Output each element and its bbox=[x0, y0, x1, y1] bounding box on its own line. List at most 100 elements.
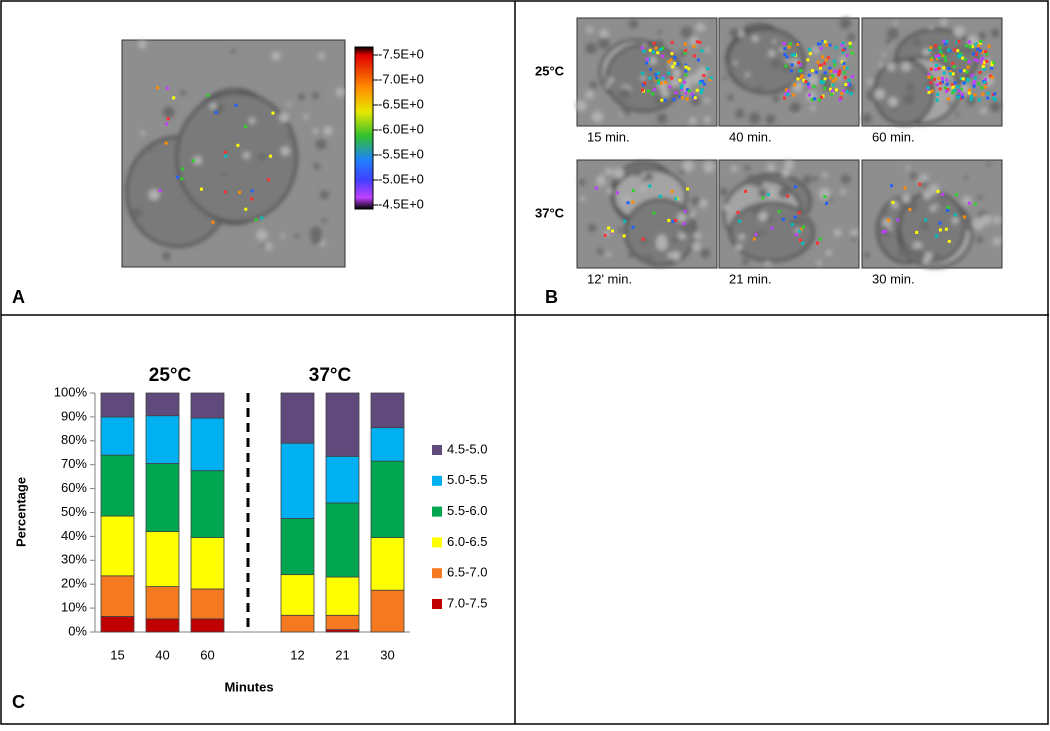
bar-segment bbox=[145, 586, 180, 620]
speck bbox=[992, 236, 1002, 246]
speck bbox=[140, 130, 146, 136]
marker-dot bbox=[828, 43, 832, 47]
speck bbox=[753, 177, 764, 188]
marker-dot bbox=[793, 215, 797, 219]
marker-dot bbox=[967, 88, 971, 92]
marker-dot bbox=[770, 226, 774, 230]
marker-dot bbox=[935, 83, 939, 87]
speck bbox=[794, 216, 805, 226]
speck bbox=[881, 52, 886, 57]
marker-dot bbox=[659, 81, 663, 85]
marker-dot bbox=[841, 50, 845, 54]
marker-dot bbox=[683, 51, 687, 55]
speck bbox=[919, 221, 930, 231]
marker-dot bbox=[648, 184, 652, 188]
marker-dot bbox=[799, 69, 803, 73]
bar-segment bbox=[370, 392, 405, 429]
marker-dot bbox=[250, 197, 254, 201]
marker-dot bbox=[941, 80, 945, 84]
marker-dot bbox=[941, 54, 945, 58]
marker-dot bbox=[938, 81, 942, 85]
marker-dot bbox=[944, 89, 948, 93]
texture bbox=[575, 19, 711, 125]
legend-swatch bbox=[432, 537, 442, 548]
marker-dot bbox=[834, 88, 838, 92]
marker-dot bbox=[934, 68, 938, 72]
marker-dot bbox=[799, 227, 803, 231]
marker-dot bbox=[988, 74, 992, 78]
marker-dot bbox=[250, 189, 254, 193]
marker-dot bbox=[622, 234, 626, 238]
speck bbox=[963, 175, 969, 181]
marker-dot bbox=[652, 41, 656, 45]
bar-segment bbox=[145, 415, 180, 464]
legend-label: 4.5-5.0 bbox=[447, 441, 487, 456]
marker-dot bbox=[786, 194, 790, 198]
marker-dot bbox=[766, 193, 770, 197]
marker-dot bbox=[829, 87, 833, 91]
marker-dot bbox=[651, 50, 655, 54]
speck bbox=[627, 252, 635, 259]
marker-dot bbox=[831, 74, 835, 78]
speck bbox=[648, 56, 657, 65]
speck bbox=[704, 97, 710, 104]
marker-dot bbox=[990, 63, 994, 67]
marker-dot bbox=[841, 41, 845, 45]
marker-dot bbox=[936, 189, 940, 193]
marker-dot bbox=[166, 117, 170, 121]
marker-dot bbox=[793, 185, 797, 189]
speck bbox=[929, 25, 934, 30]
speck bbox=[766, 162, 776, 172]
marker-dot bbox=[670, 76, 674, 80]
marker-dot bbox=[652, 87, 656, 91]
marker-dot bbox=[966, 65, 970, 69]
marker-dot bbox=[646, 89, 650, 93]
marker-dot bbox=[211, 220, 215, 224]
marker-dot bbox=[786, 89, 790, 93]
marker-dot bbox=[214, 110, 218, 114]
marker-dot bbox=[952, 65, 956, 69]
speck bbox=[863, 252, 870, 259]
speck bbox=[920, 173, 929, 182]
marker-dot bbox=[799, 76, 803, 80]
speck bbox=[910, 206, 917, 213]
y-tick-label: 80% bbox=[61, 432, 87, 447]
marker-dot bbox=[829, 76, 833, 80]
bar-segment bbox=[280, 392, 315, 444]
speck bbox=[792, 81, 804, 93]
group-title: 25°C bbox=[149, 365, 192, 386]
y-tick-label: 0% bbox=[68, 623, 87, 638]
marker-dot bbox=[967, 201, 971, 205]
micrograph bbox=[718, 159, 860, 269]
marker-dot bbox=[661, 76, 665, 80]
marker-dot bbox=[983, 85, 987, 89]
marker-dot bbox=[695, 88, 699, 92]
speck bbox=[655, 238, 668, 251]
marker-dot bbox=[957, 55, 961, 59]
speck bbox=[689, 36, 700, 46]
speck bbox=[977, 194, 983, 200]
marker-dot bbox=[976, 59, 980, 63]
marker-dot bbox=[823, 86, 827, 90]
marker-dot bbox=[841, 48, 845, 52]
marker-dot bbox=[807, 85, 811, 89]
speck bbox=[888, 96, 899, 108]
marker-dot bbox=[676, 62, 680, 66]
marker-dot bbox=[967, 91, 971, 95]
speck bbox=[621, 105, 632, 116]
marker-dot bbox=[790, 63, 794, 67]
marker-dot bbox=[823, 77, 827, 81]
speck bbox=[671, 237, 678, 244]
marker-dot bbox=[789, 69, 793, 73]
marker-dot bbox=[654, 73, 658, 77]
colorbar-label: -6.5E+0 bbox=[378, 96, 424, 111]
marker-dot bbox=[838, 98, 842, 102]
speck bbox=[959, 83, 970, 94]
colorbar-label: -7.0E+0 bbox=[378, 71, 424, 86]
marker-dot bbox=[660, 98, 664, 102]
caption: 12' min. bbox=[587, 271, 632, 286]
marker-dot bbox=[837, 71, 841, 75]
x-tick-label: 15 bbox=[110, 647, 124, 662]
bar-segment bbox=[325, 455, 360, 504]
marker-dot bbox=[651, 92, 655, 96]
